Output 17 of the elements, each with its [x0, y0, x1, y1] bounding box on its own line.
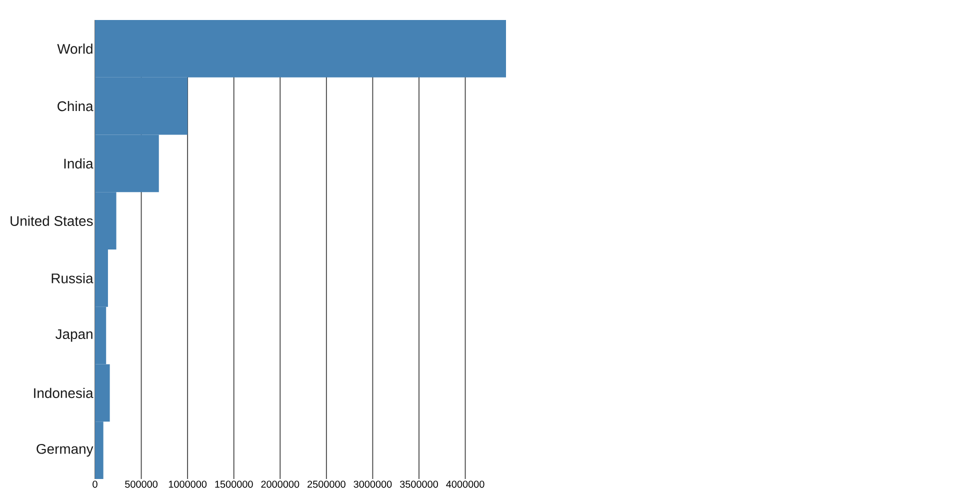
x-tick-label: 4000000 [446, 480, 484, 488]
y-tick-label: Russia [52, 273, 94, 284]
x-tick-label: 1000000 [168, 480, 207, 488]
y-tick-label: Indonesia [34, 388, 94, 398]
y-tick-label: Japan [56, 329, 92, 342]
y-tick-label: India [64, 158, 94, 169]
y-tick-label: China [58, 100, 94, 112]
y-tick-label: World [57, 44, 92, 54]
x-tick-label: 2500000 [308, 480, 346, 488]
y-tick-label: Germany [36, 444, 94, 457]
x-tick-label: 3000000 [354, 480, 392, 488]
x-tick-label: 0 [92, 480, 98, 488]
x-tick-label: 3500000 [400, 480, 438, 488]
x-tick-label: 1500000 [215, 480, 253, 488]
x-tick-label: 500000 [125, 480, 158, 488]
y-tick-label: United States [10, 216, 93, 226]
x-tick-label: 2000000 [261, 480, 300, 488]
